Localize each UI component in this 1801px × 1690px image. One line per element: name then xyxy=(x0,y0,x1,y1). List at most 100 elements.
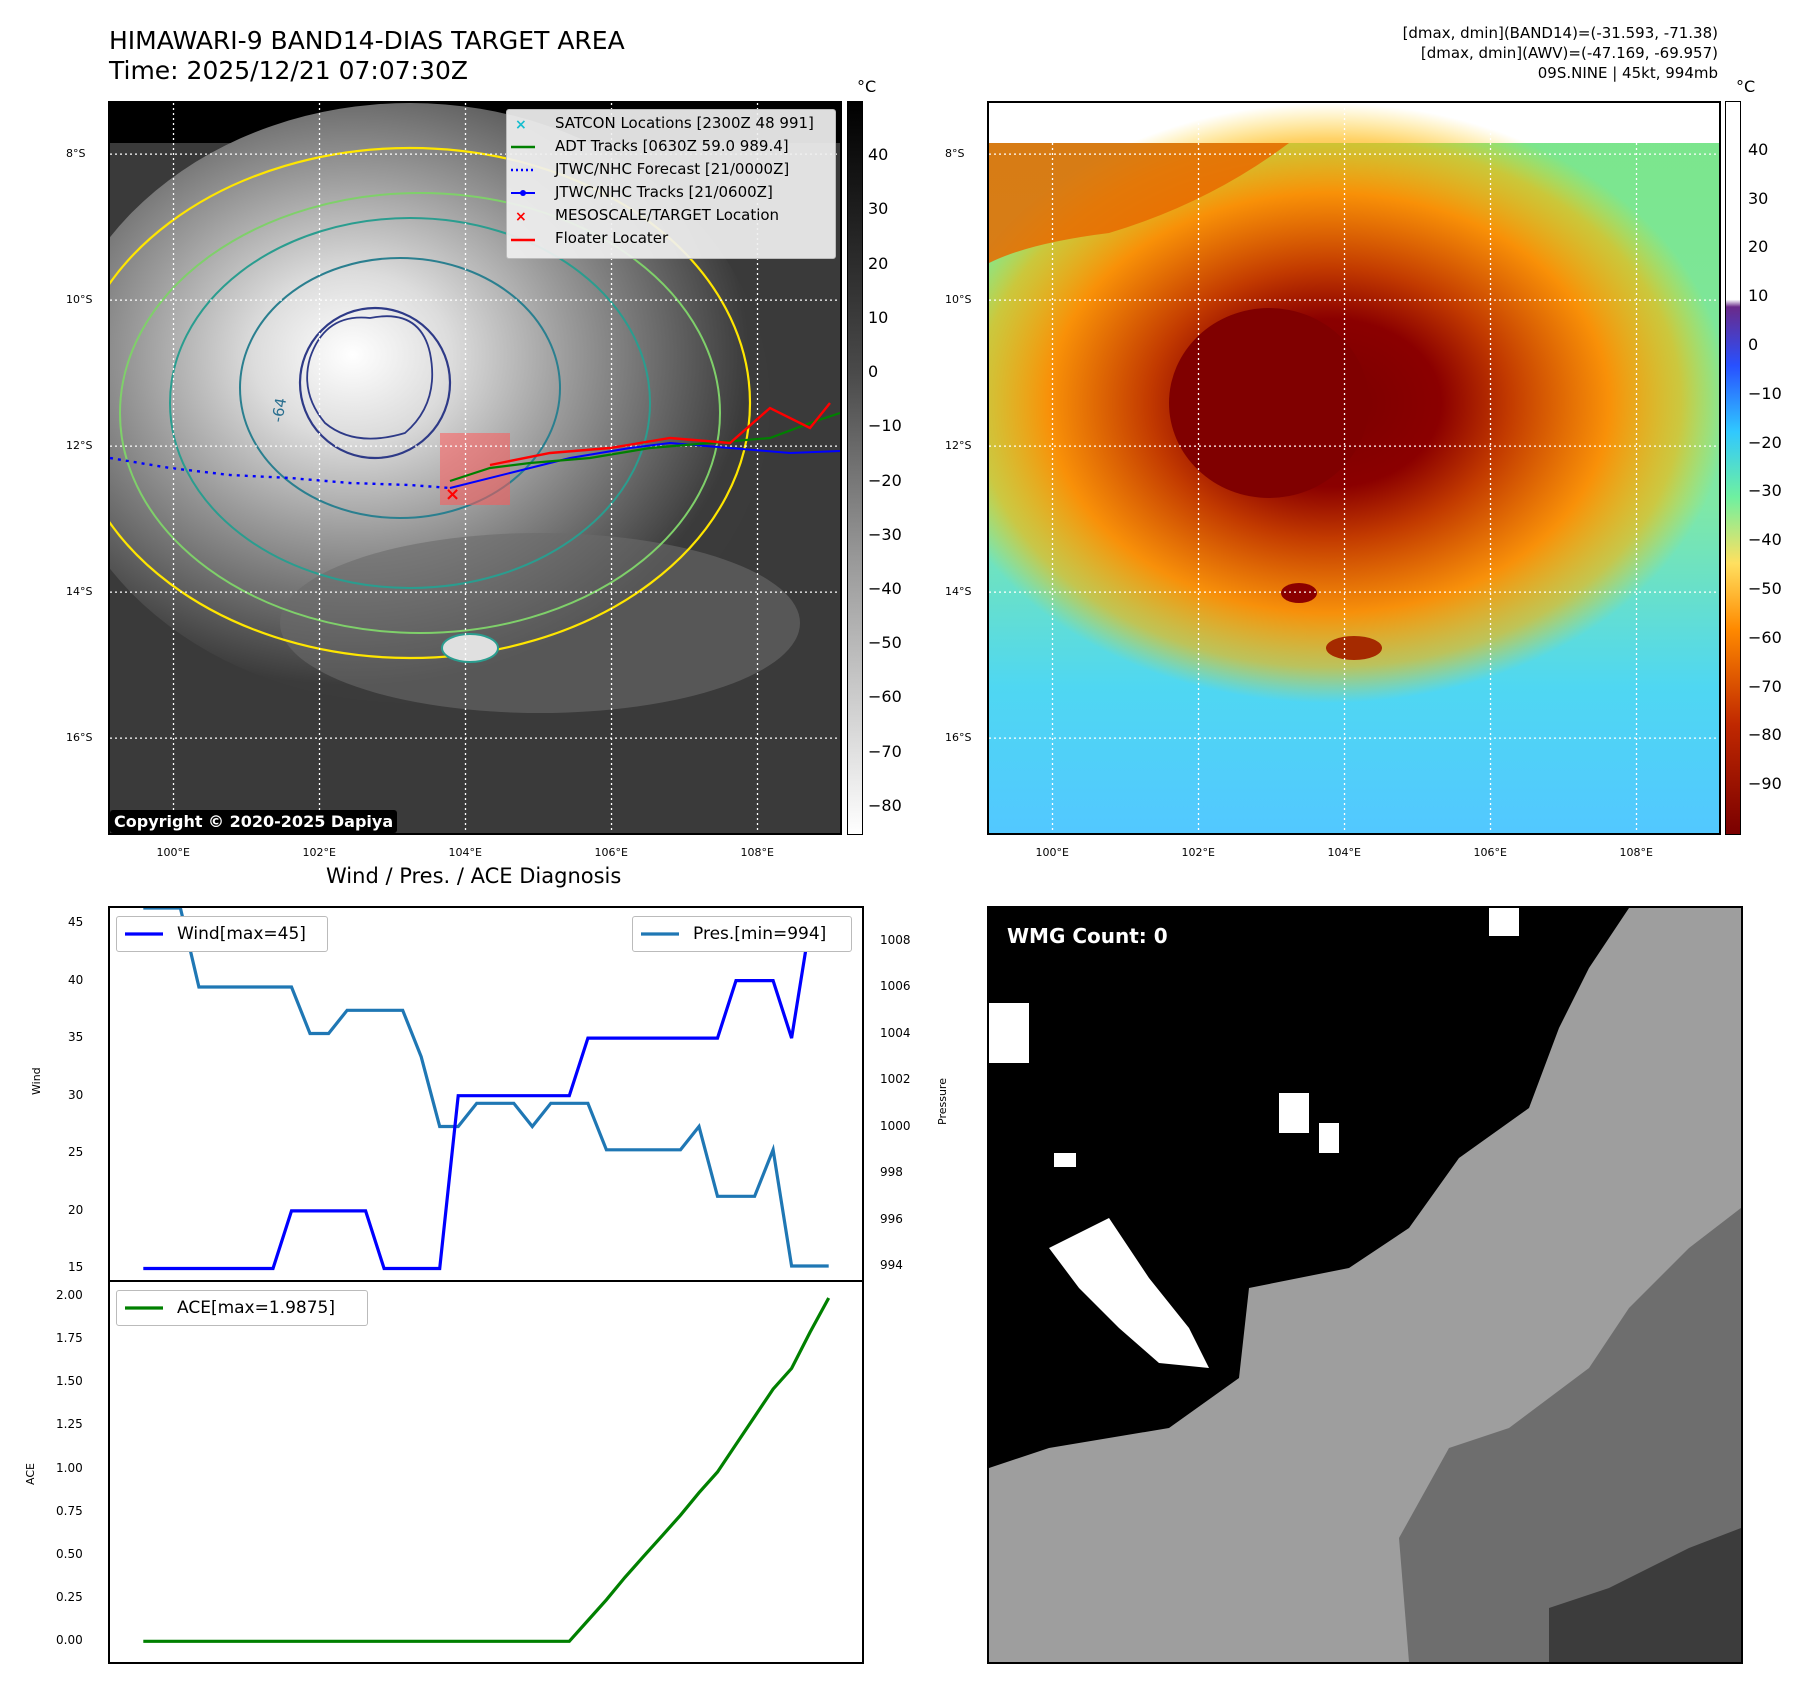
ace-line xyxy=(143,1297,831,1643)
colorbar-gray xyxy=(847,101,863,835)
lat-tick-label: 14°S xyxy=(66,585,93,599)
lon-tick-label: 108°E xyxy=(1619,846,1653,859)
colorbar-tick-label: −80 xyxy=(1748,725,1782,745)
lat-tick-label: 8°S xyxy=(66,147,86,161)
colorbar-awv xyxy=(1725,101,1741,835)
wmg-image xyxy=(989,908,1741,1662)
legend-adt: ADT Tracks [0630Z 59.0 989.4] xyxy=(555,137,789,155)
legend-satcon-symbol: × xyxy=(515,117,527,133)
wmg-darkest-region xyxy=(1549,1528,1741,1662)
lat-tick-label: 16°S xyxy=(66,731,93,745)
ace-ylabel: ACE xyxy=(24,1463,37,1485)
stats-band14: [dmax, dmin](BAND14)=(-31.593, -71.38) xyxy=(1402,24,1718,42)
stats-awv: [dmax, dmin](AWV)=(-47.169, -69.957) xyxy=(1420,44,1718,62)
colorbar-tick-label: −50 xyxy=(868,633,902,653)
diag-title: Wind / Pres. / ACE Diagnosis xyxy=(326,864,622,888)
lon-tick-label: 100°E xyxy=(1035,846,1069,859)
pres-tick-label: 994 xyxy=(880,1258,903,1273)
colorbar-tick-label: 40 xyxy=(1748,139,1769,159)
map-legend: × × SATCON Locations [2300Z 48 991] ADT … xyxy=(506,109,836,259)
legend-floater: Floater Locater xyxy=(555,229,669,247)
wmg-white-spot-2 xyxy=(1319,1123,1339,1153)
ace-plot xyxy=(143,1297,831,1643)
lon-tick-label: 102°E xyxy=(1181,846,1215,859)
colorbar-tick-label: −60 xyxy=(1748,627,1782,647)
jtwc-track xyxy=(449,441,840,489)
pres-tick-label: 1004 xyxy=(880,1025,911,1040)
contour-teal xyxy=(169,217,651,589)
pres-ylabel: Pressure xyxy=(936,1078,949,1125)
awv-northwest-band xyxy=(989,143,1289,263)
ace-tick-label: 1.00 xyxy=(56,1460,83,1475)
lat-tick-label: 16°S xyxy=(945,731,972,745)
storm-info: 09S.NINE | 45kt, 994mb xyxy=(1537,64,1718,82)
pres-tick-label: 1000 xyxy=(880,1118,911,1133)
colorbar-tick-label: 10 xyxy=(868,307,889,327)
colorbar-tick-label: −60 xyxy=(868,687,902,707)
legend-target-symbol: × xyxy=(515,209,527,225)
wind-tick-label: 45 xyxy=(68,914,84,929)
wmg-panel: WMG Count: 0 xyxy=(987,906,1743,1664)
ace-legend: ACE[max=1.9875] xyxy=(116,1290,368,1326)
colorbar-tick-label: 10 xyxy=(1748,286,1769,306)
outer-cloud-band xyxy=(280,533,800,713)
ace-panel: ACE[max=1.9875] xyxy=(108,1280,864,1664)
adt-track xyxy=(449,411,840,483)
pres-tick-label: 996 xyxy=(880,1211,903,1226)
contour-navy-cdo xyxy=(306,315,434,440)
copyright-badge: Copyright © 2020-2025 Dapiya xyxy=(110,810,398,833)
colorbar-tick-label: 30 xyxy=(868,199,889,219)
pres-legend-swatch xyxy=(641,932,679,936)
contour-label: -64 xyxy=(268,396,290,423)
awv-cell-1 xyxy=(1281,583,1317,603)
ace-legend-label: ACE[max=1.9875] xyxy=(177,1298,335,1318)
wind-line xyxy=(143,921,829,1271)
figure-title: HIMAWARI-9 BAND14-DIAS TARGET AREA xyxy=(109,26,625,55)
pres-tick-label: 998 xyxy=(880,1165,903,1180)
colorbar-tick-label: −30 xyxy=(868,524,902,544)
lon-tick-label: 104°E xyxy=(1327,846,1361,859)
figure-time: Time: 2025/12/21 07:07:30Z xyxy=(109,56,468,85)
contour-teal-inner xyxy=(239,257,561,519)
wind-tick-label: 15 xyxy=(68,1260,84,1275)
wind-legend-swatch xyxy=(125,932,163,936)
wmg-white-spot-5 xyxy=(1054,1153,1076,1167)
ace-tick-label: 0.75 xyxy=(56,1503,83,1518)
wind-tick-label: 35 xyxy=(68,1030,84,1045)
colorbar-tick-label: −90 xyxy=(1748,774,1782,794)
wind-legend: Wind[max=45] xyxy=(116,916,328,952)
colorbar-tick-label: −50 xyxy=(1748,579,1782,598)
colorbar-tick-label: −80 xyxy=(868,795,902,815)
contour-navy-core xyxy=(298,306,452,460)
lon-tick-label: 108°E xyxy=(740,846,774,859)
pres-legend: Pres.[min=994] xyxy=(632,916,852,952)
wind-tick-label: 40 xyxy=(68,972,84,987)
pres-legend-label: Pres.[min=994] xyxy=(693,924,827,944)
legend-symbols: × × xyxy=(511,117,535,242)
lon-tick-label: 102°E xyxy=(302,846,336,859)
awv-gridlines xyxy=(989,103,1719,833)
lon-tick-label: 100°E xyxy=(156,846,190,859)
lat-tick-label: 12°S xyxy=(66,439,93,453)
colorbar-tick-label: −10 xyxy=(868,416,902,436)
ace-tick-label: 0.25 xyxy=(56,1590,83,1605)
wind-pres-plot xyxy=(143,908,829,1271)
wind-pres-panel: Wind[max=45] Pres.[min=994] xyxy=(108,906,864,1282)
colorbar-tick-label: 0 xyxy=(868,362,879,382)
lon-tick-label: 106°E xyxy=(594,846,628,859)
lon-tick-label: 106°E xyxy=(1473,846,1507,859)
legend-forecast: JTWC/NHC Forecast [21/0000Z] xyxy=(555,160,790,178)
contour-yellow-outer xyxy=(110,146,751,660)
target-location-marker: × xyxy=(445,484,460,505)
legend-jtwc: JTWC/NHC Tracks [21/0600Z] xyxy=(555,183,773,201)
ace-tick-label: 0.50 xyxy=(56,1546,83,1561)
wind-legend-label: Wind[max=45] xyxy=(177,924,306,944)
lon-tick-label: 104°E xyxy=(448,846,482,859)
pres-tick-label: 1006 xyxy=(880,979,911,994)
awv-map-panel xyxy=(987,101,1721,835)
colorbar-tick-label: −10 xyxy=(1748,383,1782,403)
colorbar-tick-label: −70 xyxy=(868,741,902,761)
lat-tick-label: 8°S xyxy=(945,147,965,161)
colorbar-tick-label: −40 xyxy=(868,579,902,598)
ace-tick-label: 1.50 xyxy=(56,1374,83,1389)
